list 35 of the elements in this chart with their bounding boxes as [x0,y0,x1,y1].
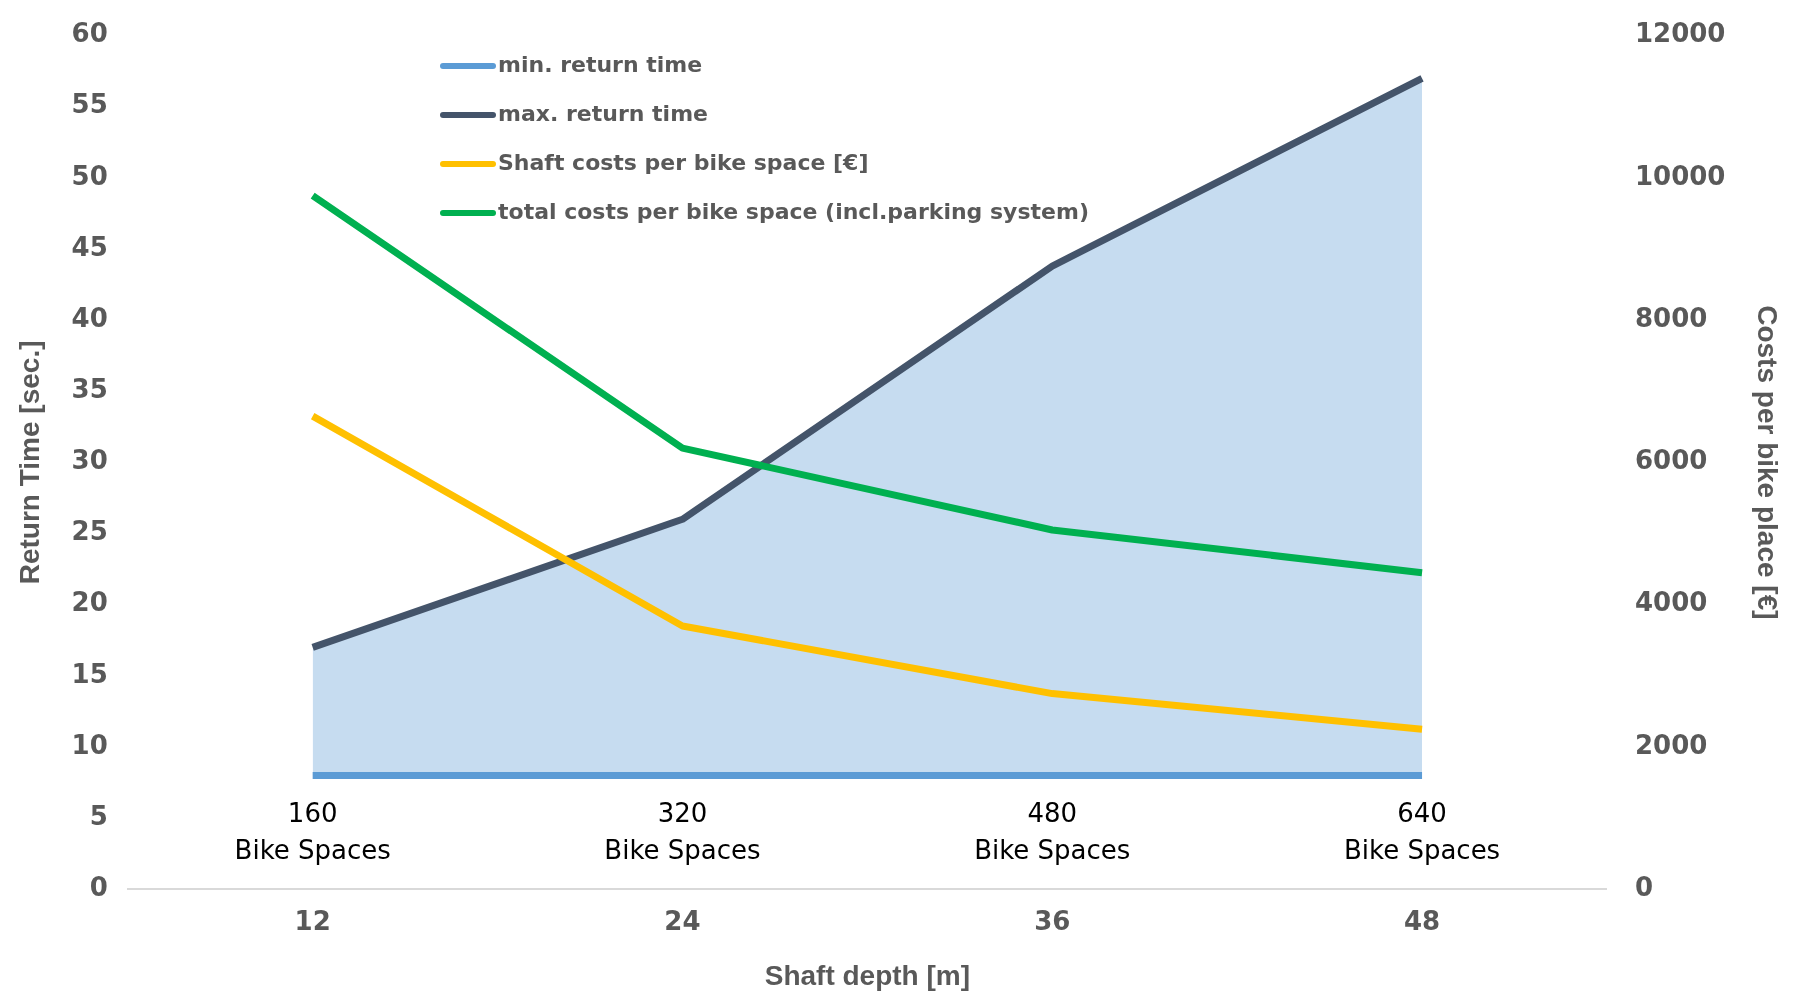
legend-label: min. return time [497,51,704,79]
y2-tick-label: 8000 [1634,302,1708,333]
y-tick-label: 0 [89,871,108,902]
annotation: 640 Bike Spaces [1343,798,1501,866]
y2-tick-label: 6000 [1634,445,1708,476]
y-tick-label: 30 [71,445,108,476]
x-tick-label: 48 [1403,905,1441,936]
legend-label: total costs per bike space (incl.parking system) [497,198,1089,226]
y-tick-label: 20 [71,587,108,618]
y2-tick-label: 2000 [1634,729,1708,760]
y-tick-label: 10 [71,729,108,760]
annotation: 160 Bike Spaces [234,798,391,866]
y-tick-label: 50 [71,160,108,191]
y2-tick-label: 12000 [1634,18,1726,49]
x-tick-label: 24 [664,905,701,936]
annotation: 320 Bike Spaces [604,798,761,866]
y2-axis-title: Costs per bike place [€] [1752,305,1784,620]
y-tick-label: 25 [71,516,108,547]
x-tick-label: 12 [294,905,331,936]
annotation: 480 Bike Spaces [974,798,1131,866]
y-tick-label: 60 [71,18,108,49]
y2-tick-label: 4000 [1634,587,1708,618]
x-axis-title: Shaft depth [m] [764,959,971,991]
y2-tick-label: 0 [1634,871,1654,902]
y-tick-label: 5 [89,800,108,831]
legend-label: Shaft costs per bike space [€] [497,149,870,177]
y-tick-label: 40 [71,302,108,333]
legend-label: max. return time [497,100,709,128]
y-axis-title: Return Time [sec.] [13,340,45,585]
y-tick-label: 55 [71,89,108,120]
y2-tick-label: 10000 [1634,160,1726,191]
x-tick-label: 36 [1034,905,1071,936]
y-tick-label: 45 [71,231,108,262]
y-tick-label: 35 [71,374,108,405]
y-tick-label: 15 [71,658,108,689]
